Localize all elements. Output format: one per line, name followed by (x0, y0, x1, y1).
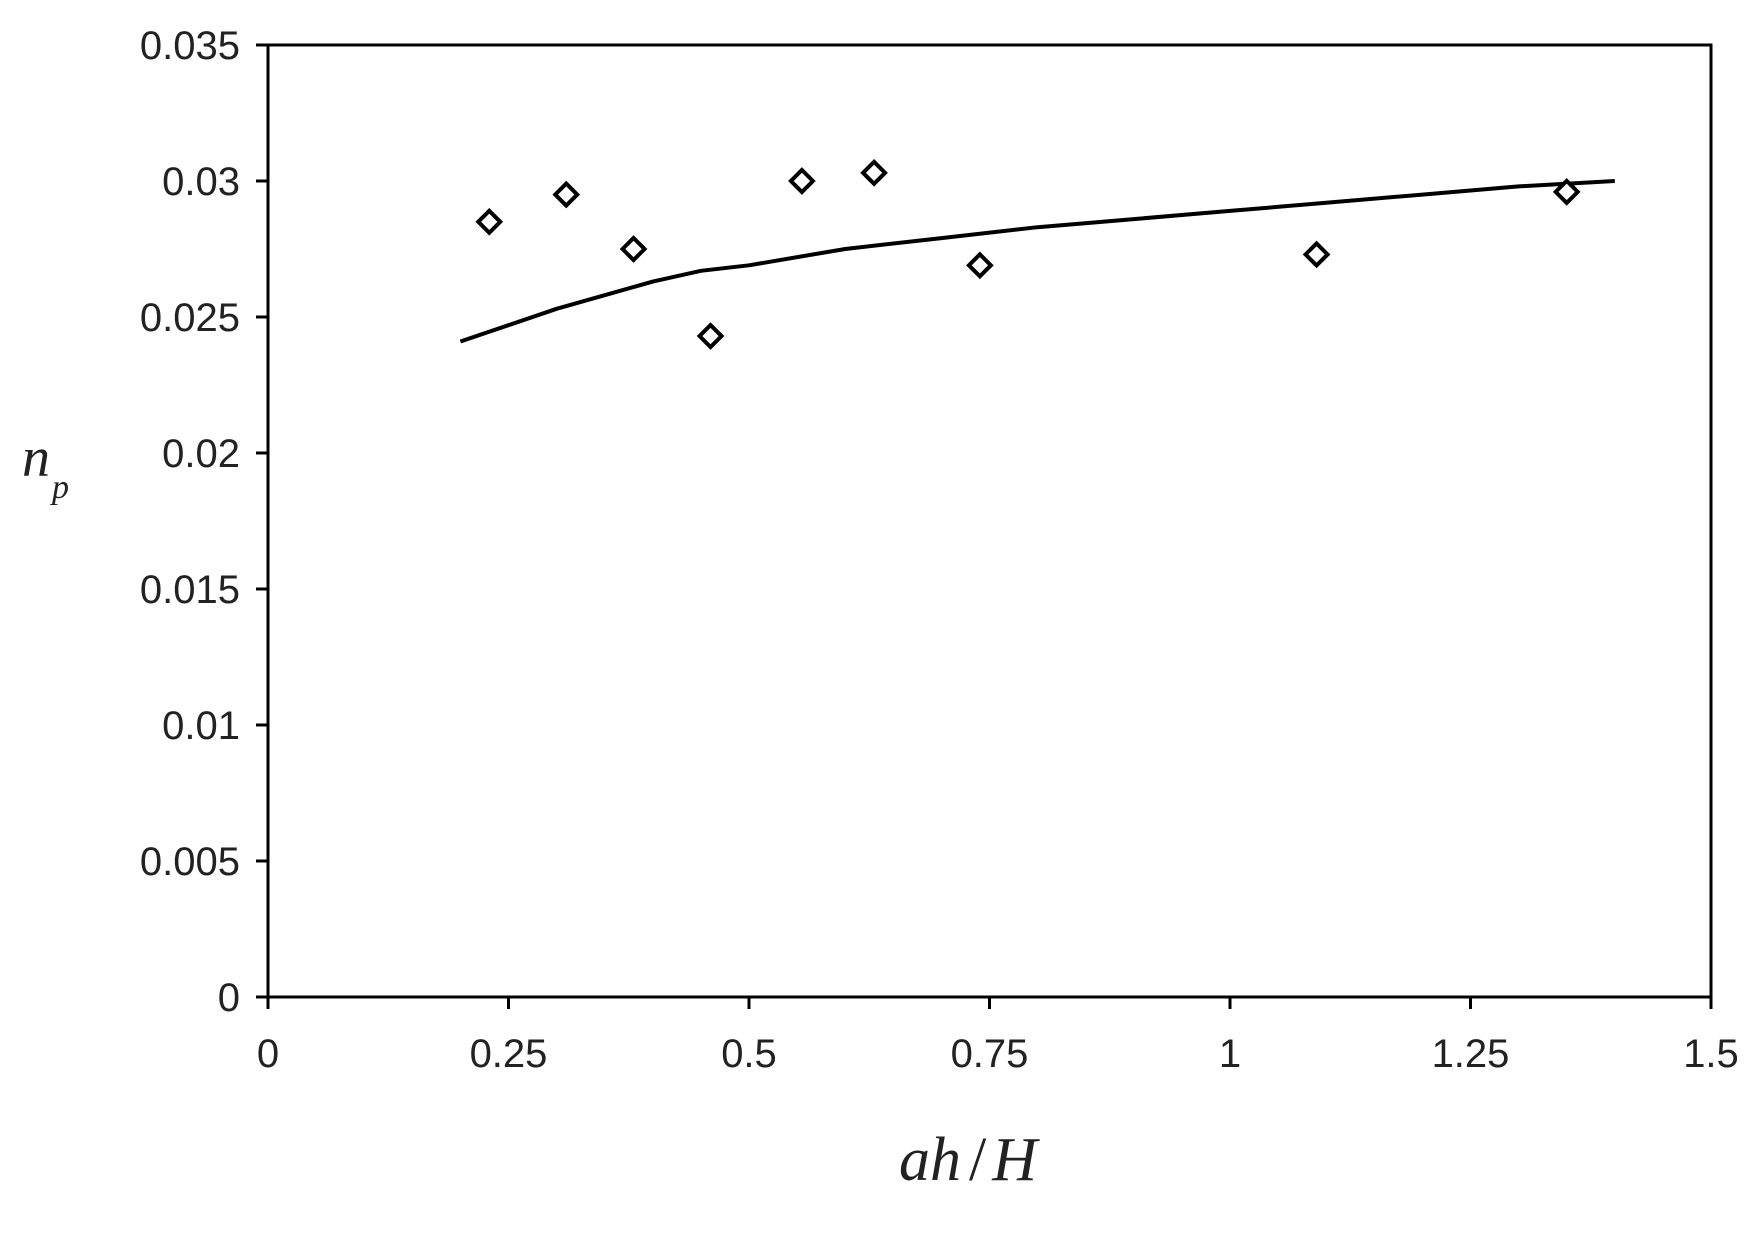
y-tick-label: 0.02 (162, 432, 240, 476)
y-tick-label: 0.015 (140, 568, 240, 612)
data-point (552, 180, 581, 209)
x-tick-label: 0.5 (721, 1032, 777, 1076)
x-tick-label: 0.75 (951, 1032, 1029, 1076)
series-line (459, 179, 1615, 344)
y-axis: 0 0.005 0.01 0.015 0.02 0.025 0.03 0.035 (140, 24, 268, 1020)
y-axis-title-subscript: p (50, 469, 69, 506)
x-axis-title-numerator: ah (899, 1126, 961, 1194)
data-point (860, 159, 888, 187)
y-tick-label: 0.01 (162, 704, 240, 748)
data-point (619, 235, 648, 263)
y-tick-label: 0.035 (140, 24, 240, 68)
plot-area (459, 159, 1615, 350)
x-tick-label: 0.25 (470, 1032, 548, 1076)
x-tick-label: 0 (257, 1032, 279, 1076)
x-axis: 0 0.25 0.5 0.75 1 1.25 1.5 (257, 997, 1739, 1076)
y-tick-label: 0 (218, 976, 240, 1020)
y-tick-label: 0.005 (140, 840, 240, 884)
y-axis-title-main: n (22, 427, 50, 489)
y-tick-label: 0.03 (162, 160, 240, 204)
data-point (1302, 240, 1331, 269)
data-point (788, 167, 816, 195)
x-axis-title-denominator: H (991, 1126, 1040, 1194)
y-axis-title: np (22, 427, 69, 506)
data-point (966, 251, 994, 280)
y-tick-label: 0.025 (140, 296, 240, 340)
x-tick-label: 1.5 (1683, 1032, 1739, 1076)
x-axis-title: ah/H (899, 1126, 1040, 1194)
data-point (1552, 178, 1581, 206)
x-tick-label: 1 (1219, 1032, 1241, 1076)
x-axis-title-slash: / (969, 1126, 987, 1194)
x-tick-label: 1.25 (1432, 1032, 1510, 1076)
data-point (475, 207, 504, 236)
data-point (696, 322, 725, 350)
